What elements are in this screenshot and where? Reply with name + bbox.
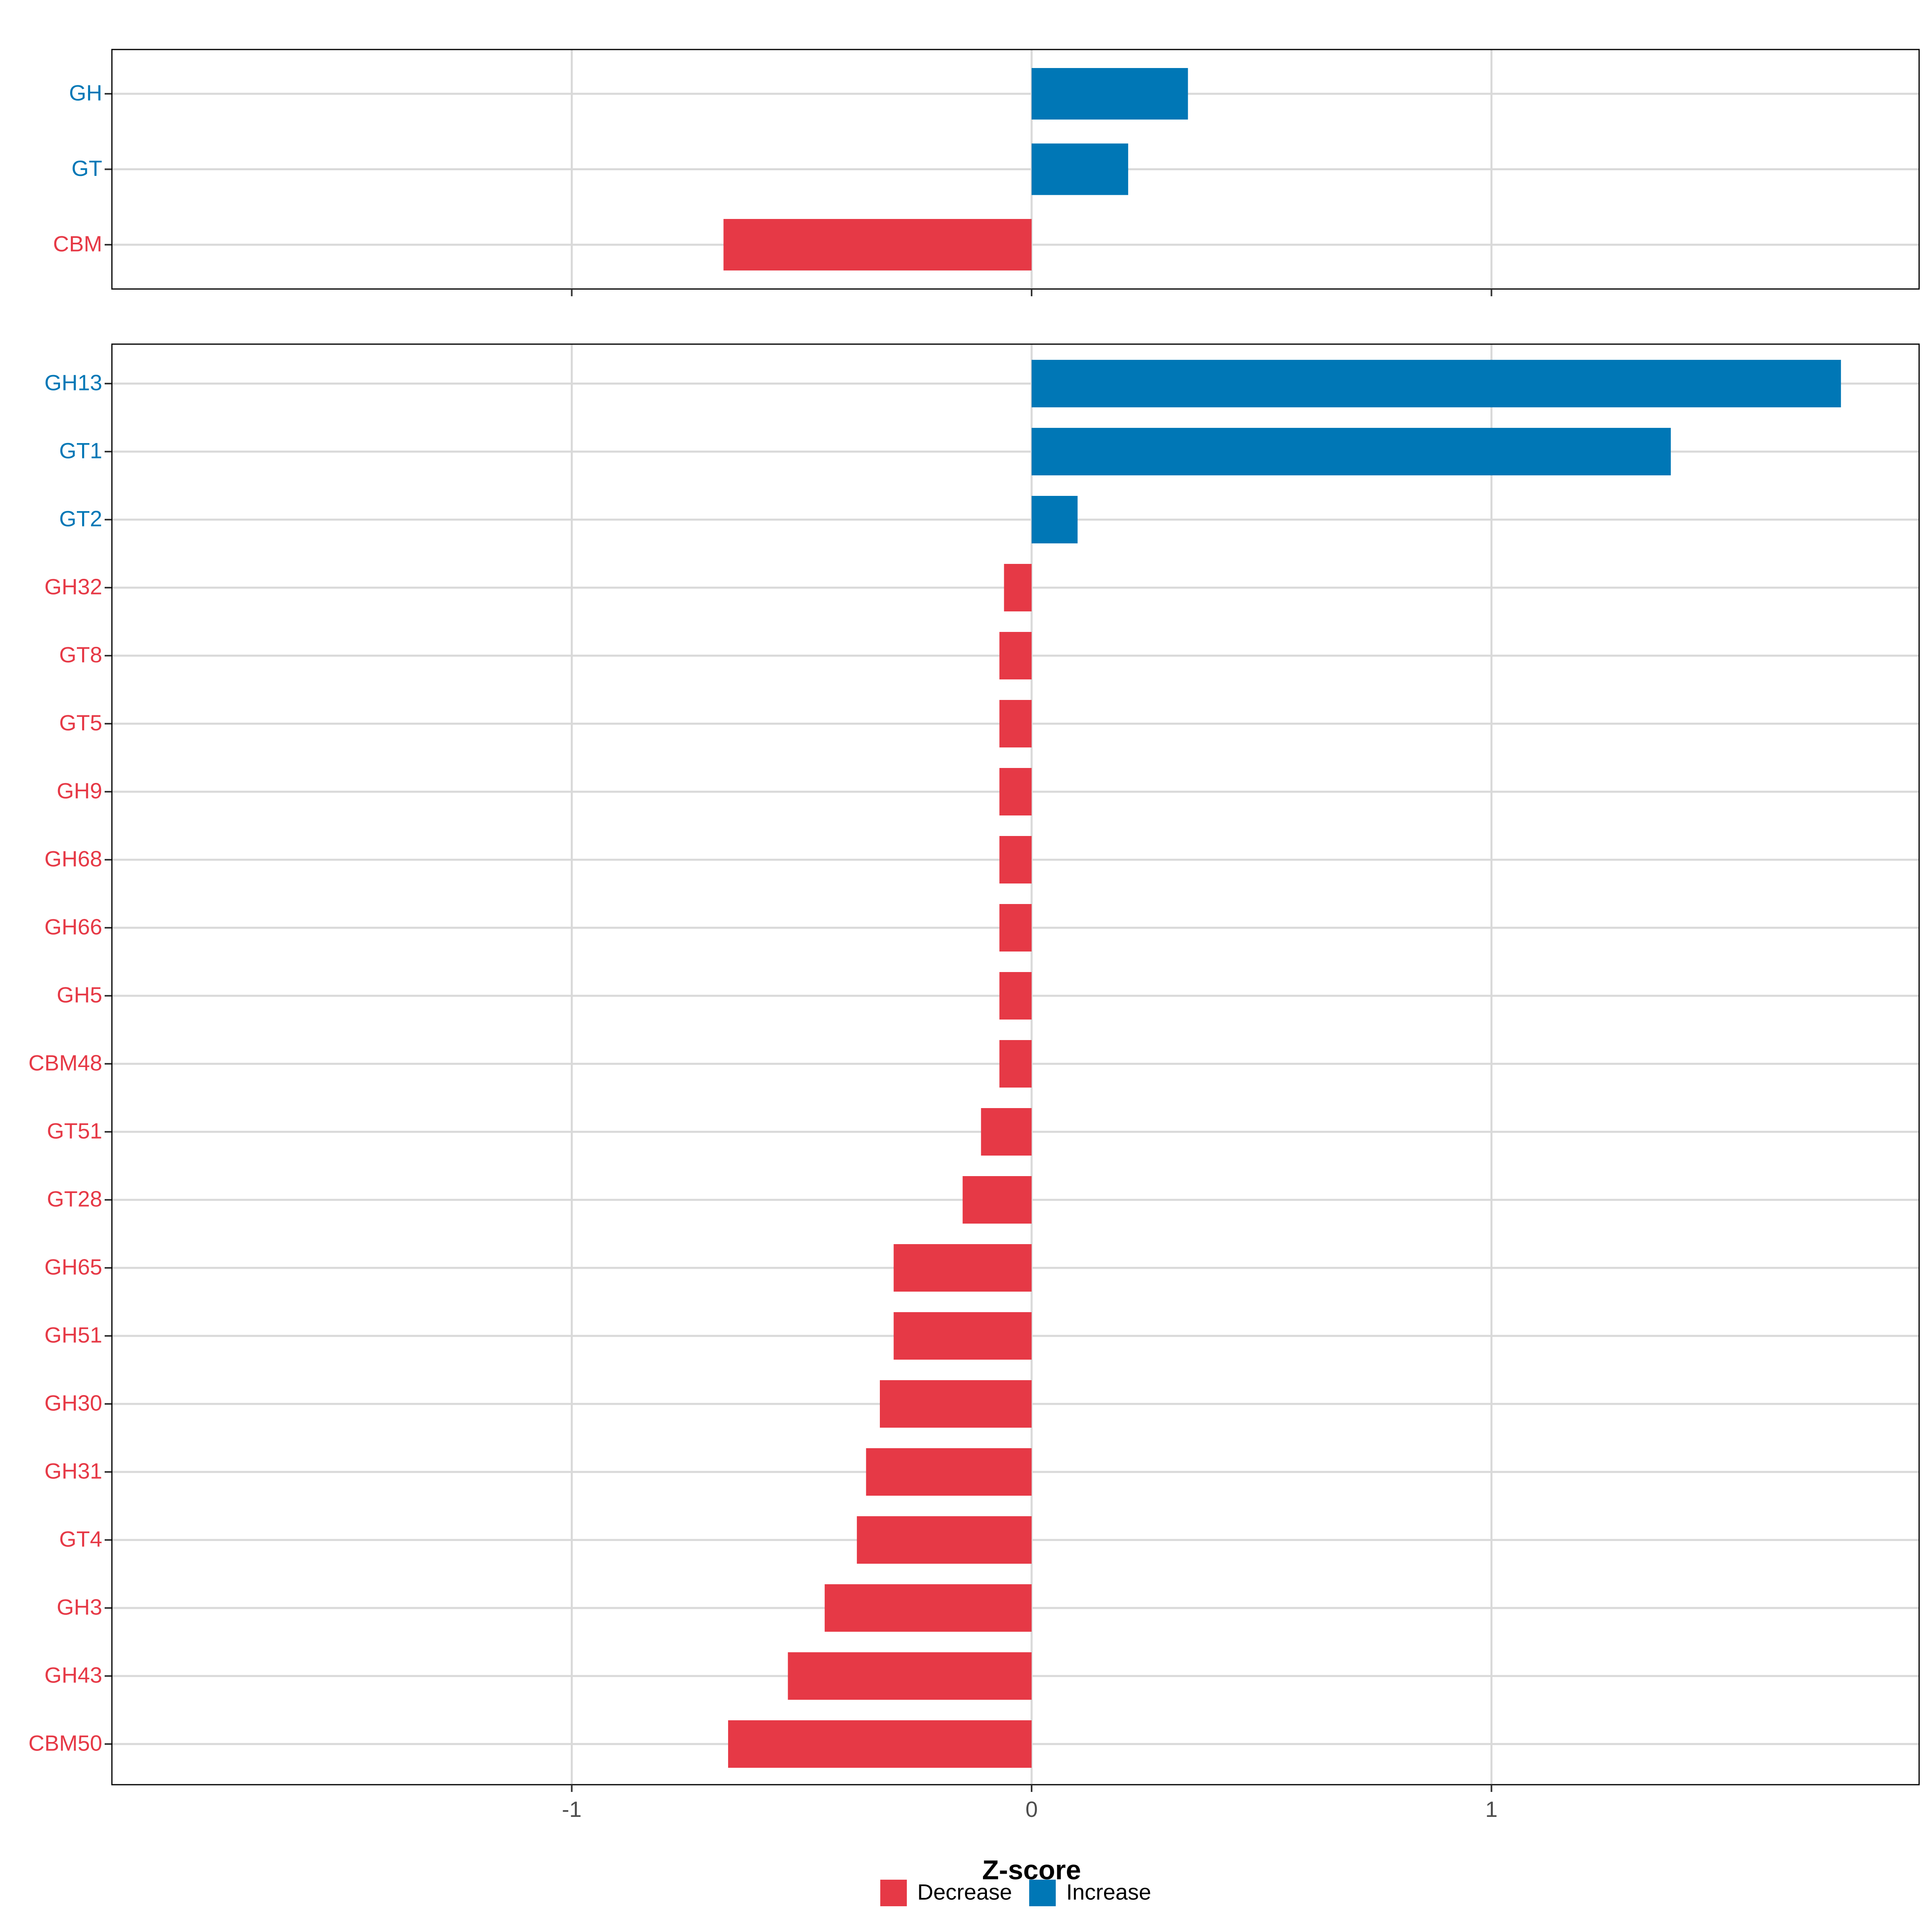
x-tick-label: 0 — [1026, 1797, 1038, 1822]
y-tick-label-gh31: GH31 — [44, 1459, 102, 1484]
y-tick-label-gh: GH — [69, 80, 103, 105]
bar-cbm — [723, 219, 1032, 270]
bar-gt4 — [857, 1516, 1032, 1564]
bar-gh66 — [999, 904, 1032, 952]
bottom-panel: GH13 GT1 GT2 GH32 GT8 GT5 GH9 GH68 GH66 GH5 CBM48 G… — [29, 343, 1920, 1792]
y-tick-label-gh43: GH43 — [44, 1663, 102, 1688]
bar-gt8 — [999, 632, 1032, 679]
y-tick-label-gt2: GT2 — [59, 506, 102, 531]
bar-gt28 — [962, 1176, 1032, 1224]
bar-gh43 — [788, 1652, 1032, 1700]
bar-gh30 — [879, 1380, 1032, 1428]
x-axis: -1 0 1 — [562, 1797, 1498, 1822]
panel-frame — [111, 343, 1920, 1785]
x-tick-label: 1 — [1485, 1797, 1498, 1822]
bar-gh3 — [824, 1584, 1032, 1632]
bar-gh32 — [1004, 564, 1032, 611]
legend-label-decrease: Decrease — [917, 1880, 1012, 1905]
bar-cbm50 — [728, 1720, 1032, 1768]
bar-gh5 — [999, 972, 1032, 1020]
y-tick-label-gh51: GH51 — [44, 1323, 102, 1348]
y-tick-label-gh30: GH30 — [44, 1391, 102, 1416]
y-tick-label-cbm48: CBM48 — [29, 1051, 102, 1075]
y-tick-label-gh3: GH3 — [57, 1595, 102, 1620]
bar-gh31 — [866, 1448, 1032, 1496]
bar-gh9 — [999, 768, 1032, 815]
bar-gh65 — [894, 1244, 1032, 1292]
legend-swatch-decrease — [880, 1880, 907, 1906]
bar-gh68 — [999, 836, 1032, 883]
y-tick-label-gt: GT — [72, 156, 102, 181]
y-tick-label-gh32: GH32 — [44, 574, 102, 599]
y-tick-label-gh13: GH13 — [44, 370, 102, 395]
bar-gh51 — [894, 1312, 1032, 1360]
y-tick-label-gt8: GT8 — [59, 642, 102, 667]
top-panel: GH GT CBM — [53, 49, 1920, 296]
y-tick-label-gh68: GH68 — [44, 846, 102, 871]
y-tick-label-cbm50: CBM50 — [29, 1731, 102, 1756]
bar-gt5 — [999, 700, 1032, 747]
y-tick-label-gh5: GH5 — [57, 983, 102, 1007]
y-tick-label-gt28: GT28 — [47, 1187, 102, 1212]
y-tick-label-gh9: GH9 — [57, 778, 102, 803]
bar-gh13 — [1031, 360, 1841, 407]
bar-gt51 — [981, 1108, 1032, 1156]
bar-gt2 — [1031, 496, 1078, 543]
panel-frame — [111, 49, 1920, 290]
legend: Decrease Increase — [880, 1880, 1151, 1906]
y-tick-label-gt51: GT51 — [47, 1119, 102, 1144]
y-tick-label-gt1: GT1 — [59, 438, 102, 463]
y-tick-label-gt5: GT5 — [59, 710, 102, 735]
y-tick-label-cbm: CBM — [53, 231, 102, 256]
legend-label-increase: Increase — [1066, 1880, 1151, 1905]
bar-gt — [1031, 143, 1128, 195]
legend-swatch-increase — [1029, 1880, 1056, 1906]
y-tick-label-gh65: GH65 — [44, 1255, 102, 1280]
y-tick-label-gh66: GH66 — [44, 914, 102, 939]
bar-gh — [1031, 68, 1188, 120]
y-tick-label-gt4: GT4 — [59, 1527, 102, 1552]
bar-cbm48 — [999, 1040, 1032, 1088]
bar-gt1 — [1031, 428, 1671, 475]
x-tick-label: -1 — [562, 1797, 582, 1822]
